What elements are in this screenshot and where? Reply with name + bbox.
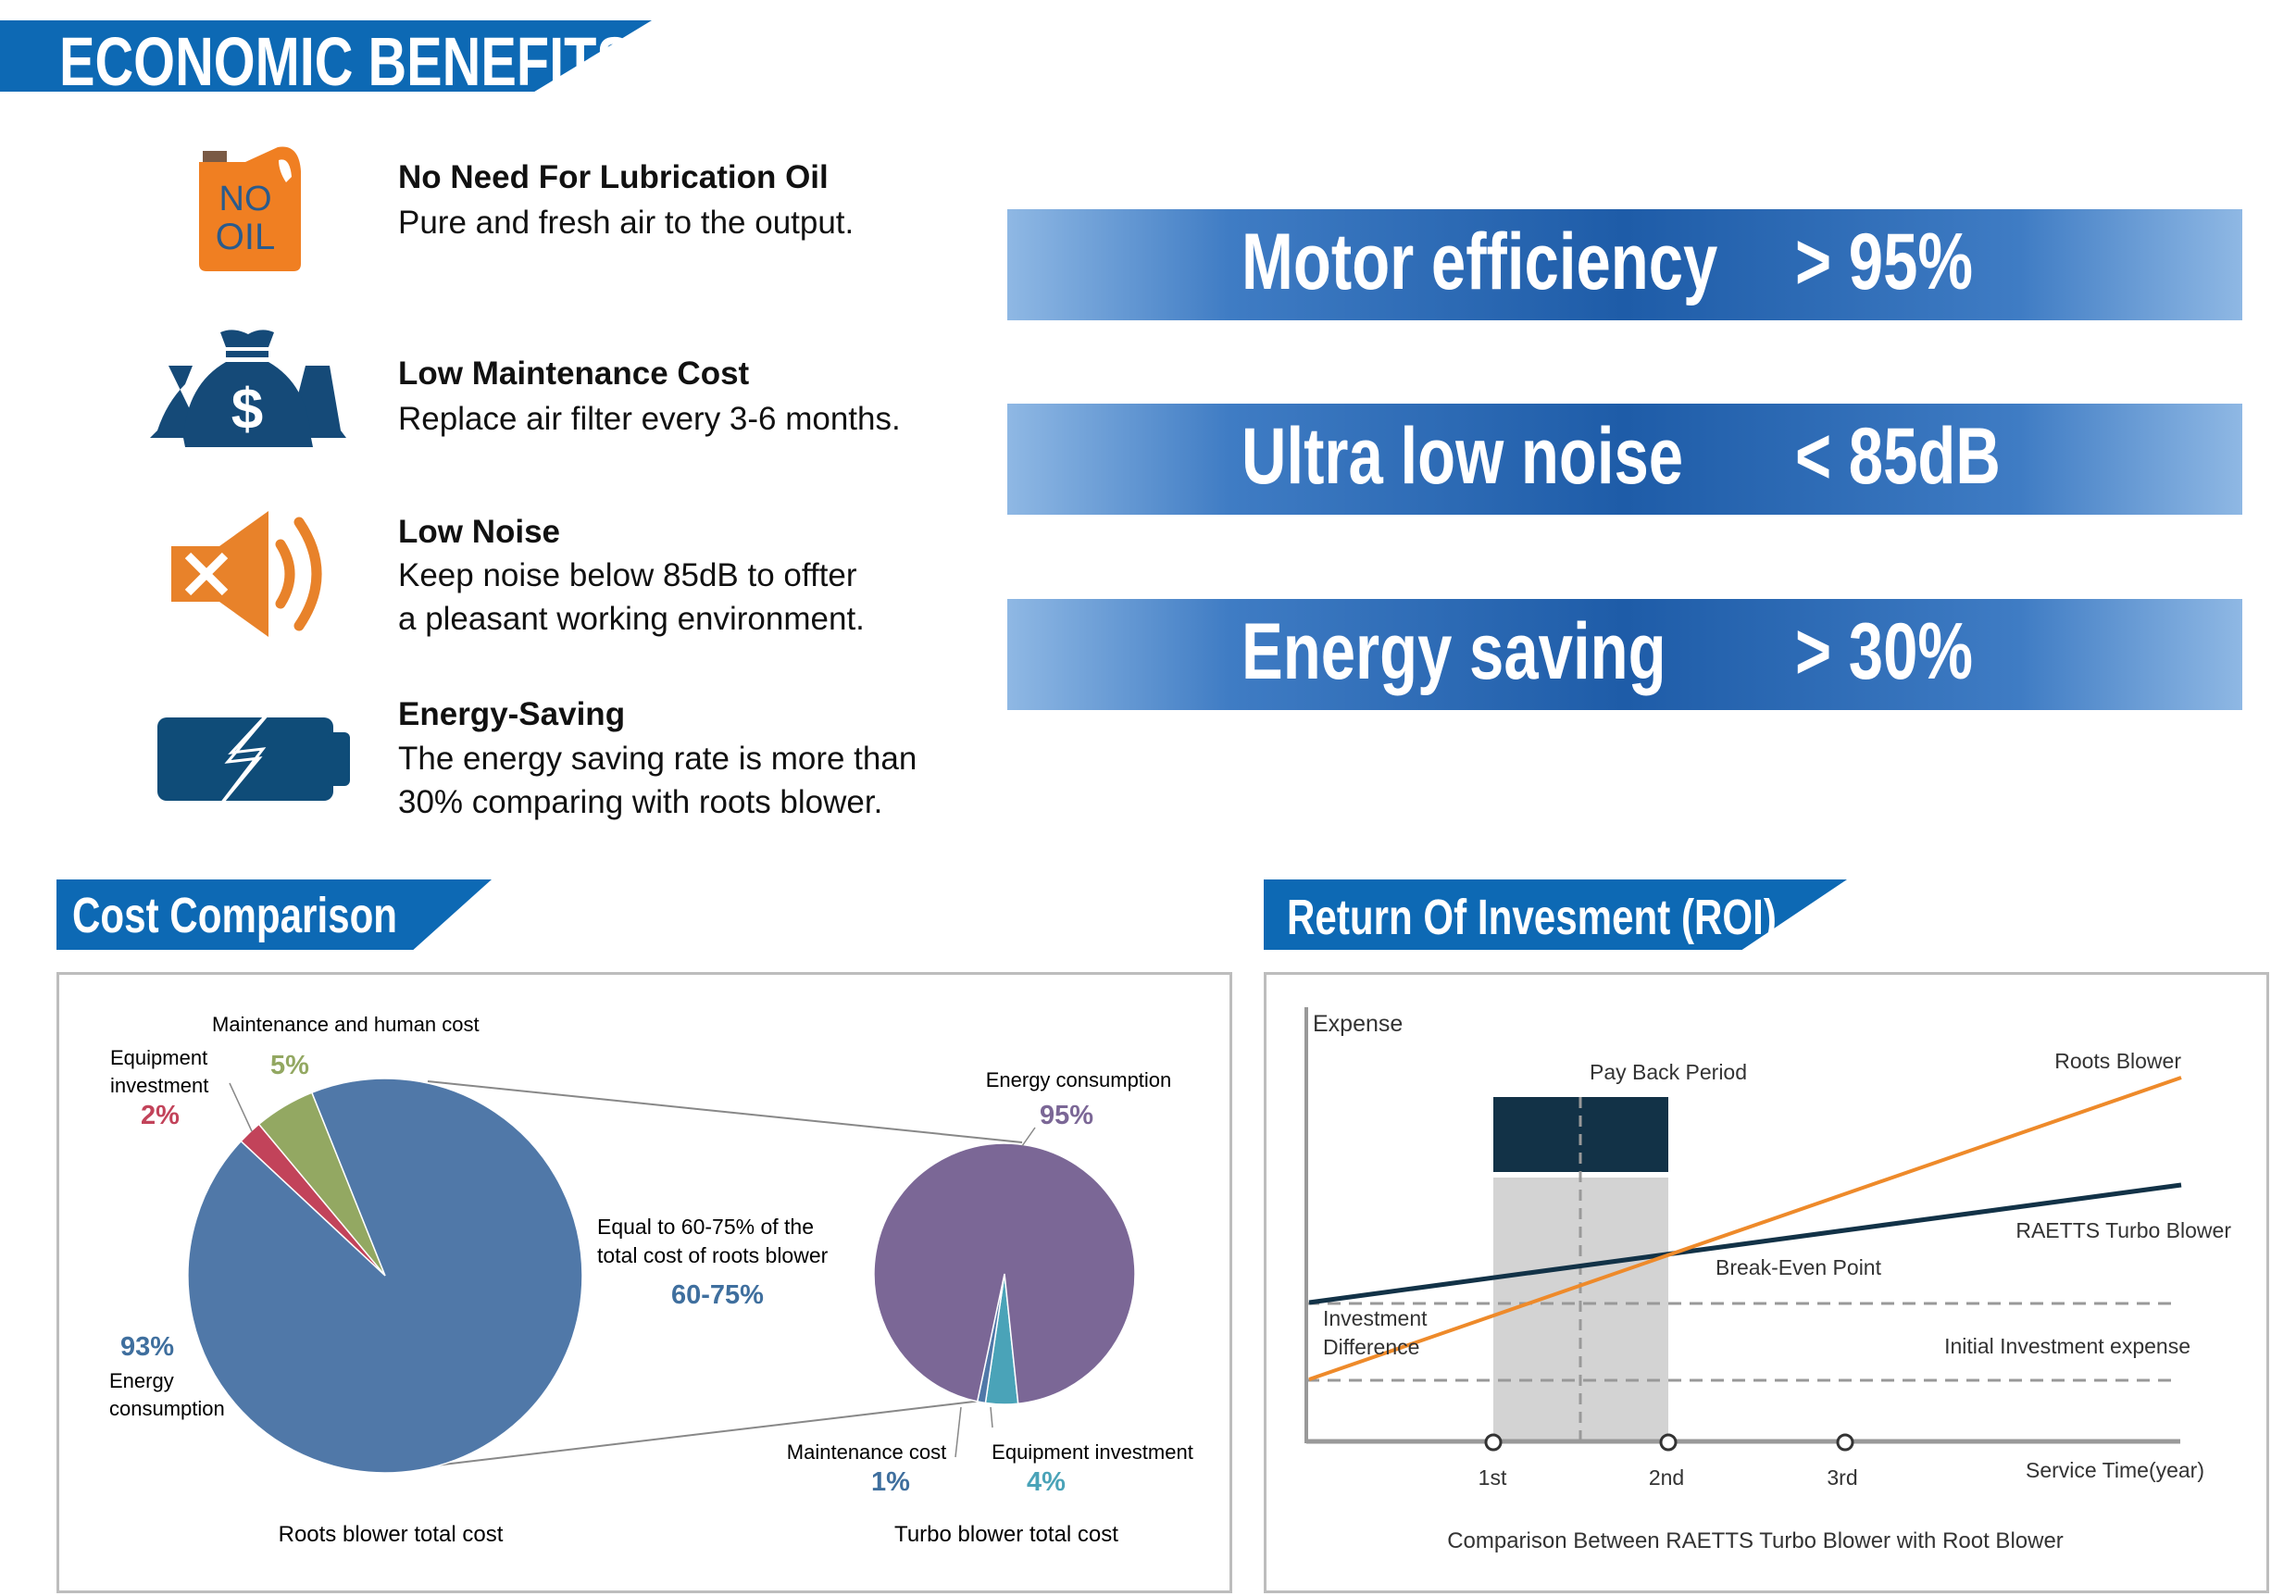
note-value: 60-75% [671, 1280, 764, 1310]
feature-desc-maintenance: Replace air filter every 3-6 months. [398, 401, 901, 437]
y-axis-label: Expense [1313, 1011, 1403, 1037]
label-equipment-turbo: Equipment investment [992, 1440, 1193, 1464]
svg-text:OIL: OIL [216, 217, 275, 257]
stat-label: Energy saving [1242, 607, 1666, 696]
label-maintenance-turbo: Maintenance cost [787, 1440, 946, 1464]
stat-low-noise: Ultra low noise < 85dB [1007, 404, 2242, 515]
value-energy-roots: 93% [120, 1332, 174, 1362]
roots-blower-label: Roots Blower [2054, 1049, 2181, 1073]
tick-marker-1st [1484, 1433, 1503, 1452]
x-tick-2nd: 2nd [1649, 1465, 1684, 1490]
break-even-label: Break-Even Point [1716, 1255, 1882, 1279]
roi-panel [1264, 972, 2269, 1593]
x-tick-3rd: 3rd [1827, 1465, 1857, 1490]
connector-line-top [427, 1080, 1023, 1143]
feature-title-maintenance: Low Maintenance Cost [398, 355, 750, 392]
connector-line-bottom [427, 1399, 991, 1467]
stat-label: Motor efficiency [1242, 218, 1718, 306]
roi-banner [1264, 879, 1847, 950]
pie-slice-energy-consumption [873, 1142, 1136, 1405]
value-maintenance-human: 5% [270, 1051, 309, 1080]
stat-value: < 85dB [1795, 412, 2001, 501]
feature-title-energy: Energy-Saving [398, 696, 626, 732]
no-oil-can-icon: NO OIL [199, 146, 301, 271]
roots-blower-line [1308, 1076, 2182, 1381]
feature-title-no-oil: No Need For Lubrication Oil [398, 159, 829, 195]
battery-lightning-icon [157, 701, 350, 813]
feature-desc-noise-2: a pleasant working environment. [398, 601, 865, 637]
roots-pie-title: Roots blower total cost [279, 1522, 504, 1547]
label-equipment-investment-roots: Equipment [110, 1046, 207, 1069]
roi-caption: Comparison Between RAETTS Turbo Blower w… [1447, 1528, 2064, 1553]
page-title: ECONOMIC BENEFITS [59, 23, 632, 100]
feature-title-noise: Low Noise [398, 514, 561, 550]
turbo-pie-title: Turbo blower total cost [894, 1522, 1118, 1547]
note-line-2: total cost of roots blower [597, 1243, 829, 1267]
stat-value: > 95% [1795, 218, 1974, 306]
roi-title: Return Of Invesment (ROI) [1287, 890, 1777, 945]
svg-text:investment: investment [110, 1074, 208, 1097]
tick-marker-2nd [1659, 1433, 1678, 1452]
value-equipment-investment-roots: 2% [141, 1101, 180, 1130]
label-maintenance-human: Maintenance and human cost [212, 1013, 480, 1036]
turbo-pie [873, 1142, 1136, 1405]
label-energy-turbo: Energy consumption [986, 1068, 1172, 1091]
payback-label: Pay Back Period [1590, 1060, 1747, 1084]
value-maintenance-turbo: 1% [871, 1467, 910, 1497]
stat-label: Ultra low noise [1242, 412, 1684, 501]
x-tick-1st: 1st [1479, 1465, 1507, 1490]
svg-text:NO: NO [219, 180, 272, 218]
tick-marker-3rd [1836, 1433, 1854, 1452]
initial-investment-label: Initial Investment expense [1944, 1334, 2190, 1358]
investment-difference-label-1: Investment [1323, 1306, 1428, 1330]
feature-desc-noise-1: Keep noise below 85dB to offter [398, 557, 857, 593]
stat-motor-efficiency: Motor efficiency > 95% [1007, 209, 2242, 320]
value-equipment-turbo: 4% [1027, 1467, 1066, 1497]
note-line-1: Equal to 60-75% of the [597, 1215, 814, 1239]
money-bags-icon: $ [150, 330, 346, 447]
roots-pie [187, 1078, 583, 1474]
turbo-blower-label: RAETTS Turbo Blower [2015, 1218, 2231, 1242]
svg-text:consumption: consumption [109, 1397, 225, 1420]
turbo-blower-line [1308, 1182, 2182, 1305]
x-axis-label: Service Time(year) [2026, 1458, 2204, 1482]
stat-energy-saving: Energy saving > 30% [1007, 599, 2242, 710]
label-energy-roots: Energy [109, 1369, 174, 1392]
cost-comparison-title: Cost Comparison [72, 888, 398, 943]
pie-slice-energy-consumption [187, 1078, 583, 1474]
feature-desc-energy-2: 30% comparing with roots blower. [398, 784, 883, 820]
header-banner [0, 20, 652, 92]
value-energy-turbo: 95% [1040, 1101, 1093, 1130]
svg-text:$: $ [231, 378, 263, 442]
feature-desc-no-oil: Pure and fresh air to the output. [398, 205, 855, 241]
cost-comparison-banner [56, 879, 492, 950]
muted-speaker-icon [171, 511, 322, 637]
feature-desc-energy-1: The energy saving rate is more than [398, 741, 917, 777]
investment-difference-label-2: Difference [1323, 1335, 1419, 1359]
stat-value: > 30% [1795, 607, 1974, 696]
